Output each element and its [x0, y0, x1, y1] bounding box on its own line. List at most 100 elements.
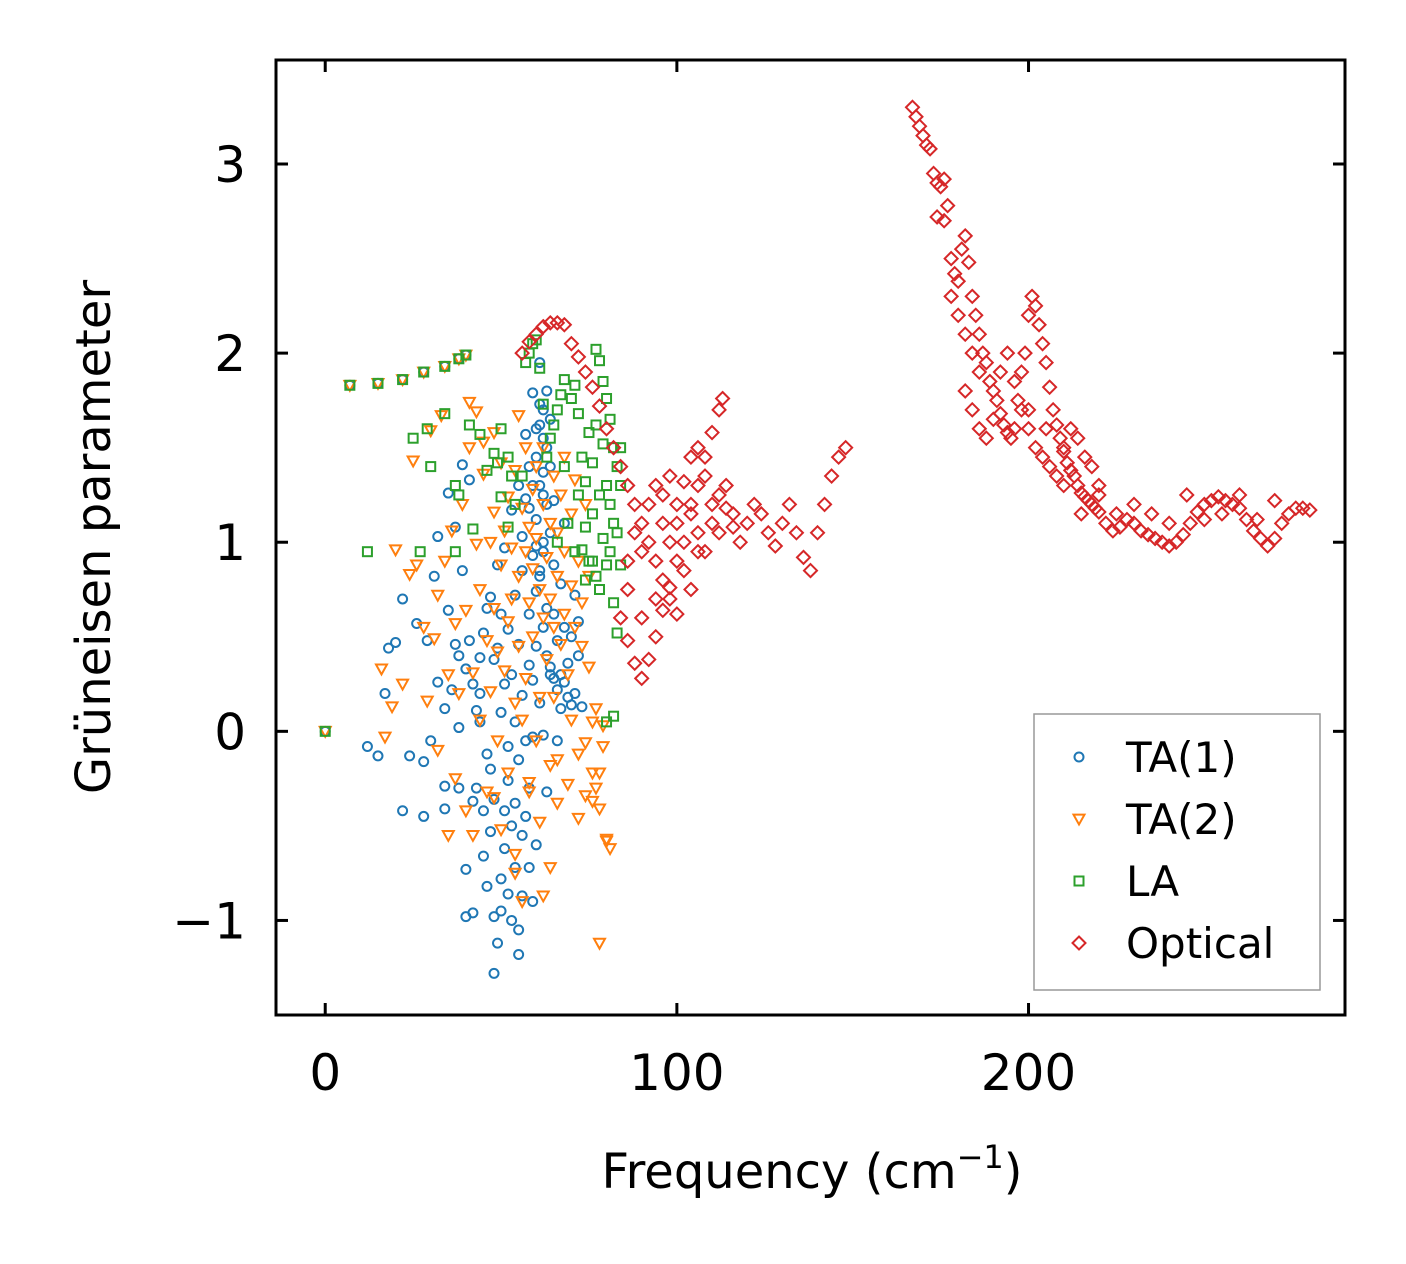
- data-point: [654, 515, 671, 532]
- data-point: [493, 559, 509, 573]
- data-point: [943, 288, 960, 305]
- data-point: [534, 357, 546, 369]
- data-point: [1013, 401, 1030, 418]
- data-point: [564, 508, 579, 522]
- data-point: [516, 829, 528, 841]
- data-point: [458, 604, 474, 618]
- data-point: [704, 424, 720, 441]
- data-point: [456, 459, 468, 471]
- data-point: [569, 546, 581, 558]
- data-point: [477, 627, 489, 639]
- data-point: [507, 848, 523, 862]
- legend: TA(1) TA(2) LA Optical: [1033, 713, 1321, 991]
- legend-marker: [1073, 875, 1085, 887]
- data-point: [683, 505, 699, 522]
- data-point: [1090, 477, 1107, 494]
- data-point: [571, 748, 586, 762]
- data-point: [543, 593, 558, 607]
- data-point: [551, 735, 563, 747]
- data-point: [594, 584, 606, 596]
- data-point: [1182, 515, 1199, 532]
- data-point: [988, 392, 1005, 409]
- x-tick-label: 100: [629, 1044, 724, 1102]
- data-point: [520, 428, 532, 440]
- data-point: [595, 741, 611, 755]
- data-point: [521, 521, 537, 535]
- data-point: [551, 404, 563, 416]
- data-point: [1073, 505, 1090, 522]
- data-point: [597, 438, 609, 450]
- data-point: [532, 816, 547, 830]
- data-point: [565, 631, 577, 643]
- data-point: [460, 349, 472, 361]
- data-point: [416, 621, 431, 635]
- data-point: [536, 612, 551, 626]
- data-point: [463, 474, 475, 486]
- data-point: [601, 393, 613, 405]
- data-point: [957, 326, 974, 343]
- data-point: [602, 843, 618, 857]
- data-point: [626, 496, 643, 513]
- data-point: [598, 420, 615, 437]
- data-point: [1090, 504, 1107, 520]
- data-point: [1083, 458, 1100, 475]
- data-point: [654, 602, 671, 619]
- data-point: [683, 581, 699, 598]
- data-point: [532, 691, 547, 705]
- data-point: [504, 542, 519, 556]
- data-point: [486, 506, 502, 520]
- data-point: [999, 424, 1016, 441]
- data-point: [530, 640, 542, 652]
- data-point: [550, 570, 565, 584]
- data-point: [563, 335, 580, 352]
- data-point: [530, 334, 542, 346]
- data-point: [704, 496, 720, 513]
- data-point: [511, 570, 526, 584]
- data-point: [1020, 401, 1037, 418]
- data-point: [319, 725, 331, 737]
- data-point: [536, 890, 551, 904]
- data-point: [586, 457, 598, 469]
- data-point: [604, 546, 616, 558]
- data-point: [578, 737, 593, 751]
- data-point: [1231, 487, 1248, 503]
- data-point: [486, 603, 502, 616]
- data-point: [1055, 439, 1072, 456]
- data-point: [527, 896, 539, 908]
- data-point: [1147, 530, 1164, 547]
- y-axis-title: Grüneisen parameter: [66, 280, 122, 795]
- data-point: [546, 621, 561, 635]
- data-point: [601, 559, 613, 571]
- data-point: [640, 534, 657, 551]
- data-point: [1161, 538, 1178, 554]
- data-point: [372, 750, 384, 762]
- data-point: [528, 326, 545, 343]
- data-point: [420, 695, 435, 709]
- data-point: [950, 273, 967, 290]
- data-point: [964, 345, 981, 362]
- data-point: [668, 553, 685, 570]
- data-point: [1090, 487, 1107, 503]
- data-point: [377, 731, 393, 745]
- data-point: [451, 688, 467, 702]
- data-point: [668, 606, 685, 623]
- data-point: [579, 574, 591, 586]
- data-point: [946, 265, 963, 282]
- data-point: [1126, 496, 1142, 513]
- data-point: [527, 549, 539, 561]
- data-point: [1041, 458, 1058, 475]
- data-point: [953, 241, 970, 258]
- data-point: [462, 396, 477, 410]
- data-point: [584, 379, 601, 396]
- data-point: [518, 672, 533, 686]
- legend-marker: [1071, 935, 1087, 951]
- data-point: [950, 307, 967, 324]
- data-point: [574, 597, 590, 611]
- data-point: [1031, 316, 1047, 333]
- data-point: [608, 597, 620, 609]
- data-point: [592, 767, 607, 781]
- data-point: [523, 659, 535, 671]
- data-point: [615, 479, 627, 491]
- data-point: [788, 524, 805, 541]
